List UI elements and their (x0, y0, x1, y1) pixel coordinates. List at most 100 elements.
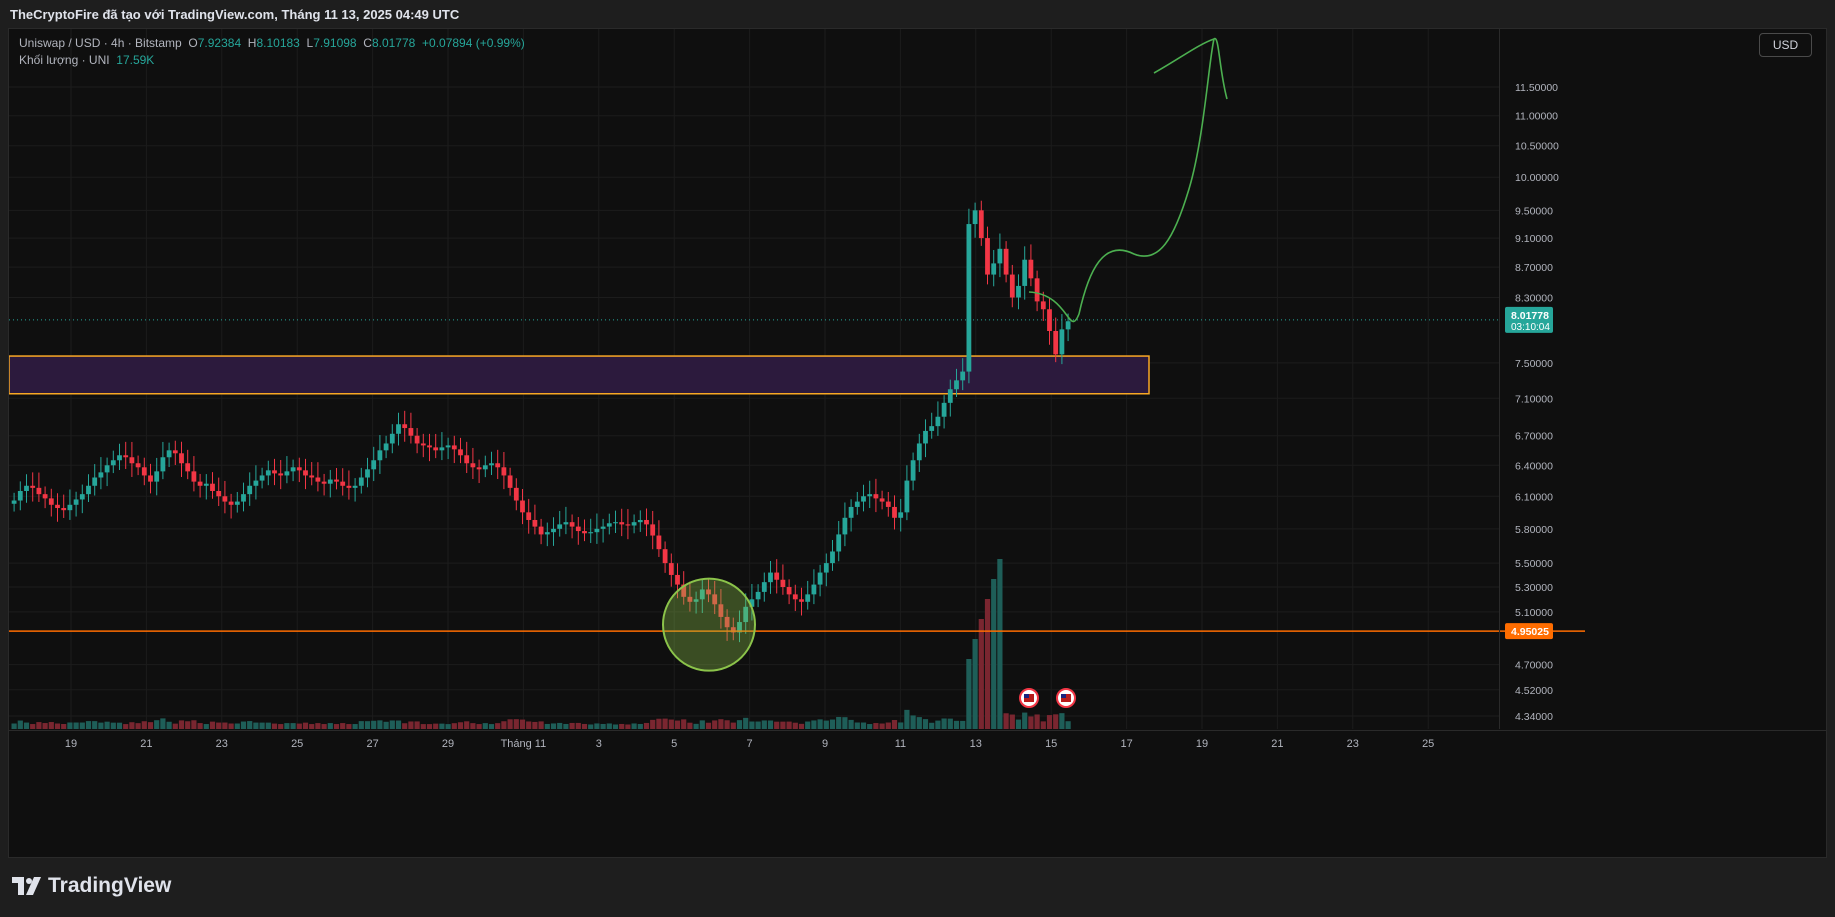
volume-bar (433, 723, 439, 729)
volume-bar (885, 722, 891, 729)
candle-body (997, 248, 1003, 264)
time-tick-label: 23 (1347, 738, 1359, 750)
volume-bar (718, 719, 724, 729)
volume-bar (643, 722, 650, 729)
candle-body (1059, 329, 1065, 355)
candle-body (526, 512, 532, 520)
volume-bar (253, 722, 259, 729)
volume-bar (172, 723, 178, 729)
last-price-label: 8.01778 (1511, 310, 1549, 322)
time-tick-label: 17 (1120, 738, 1132, 750)
volume-bar (228, 723, 234, 729)
candle-body (656, 535, 662, 550)
volume-bar (216, 722, 222, 729)
time-tick-label: 19 (1196, 738, 1208, 750)
volume-row: Khối lượng · UNI 17.59K (19, 52, 525, 69)
volume-bar (123, 724, 129, 729)
high-label: H (247, 36, 257, 50)
volume-bar (544, 723, 550, 729)
volume-bar (247, 721, 253, 729)
volume-bar (780, 721, 786, 729)
candle-body (836, 534, 842, 552)
flag-canton (1024, 694, 1029, 698)
candle-body (1034, 278, 1040, 302)
support-price-tag (1505, 623, 1553, 640)
volume-bar (730, 722, 736, 729)
volume-bar (191, 720, 197, 729)
candle-body (110, 460, 116, 466)
candle-body (954, 380, 959, 390)
volume-bar (879, 723, 885, 729)
candle-body (712, 594, 718, 605)
chart-canvas[interactable]: 11.50000 11.00000 10.50000 10.00000 9.50000 9… (9, 29, 1827, 858)
candle-body (619, 522, 625, 525)
candle-body (309, 475, 315, 478)
candle-body (830, 551, 835, 564)
volume-bar (116, 722, 123, 729)
time-tick-label: Tháng 11 (501, 738, 547, 750)
volume-bar (420, 724, 426, 729)
currency-button[interactable]: USD (1759, 33, 1812, 57)
candle-body (234, 501, 240, 505)
candle-body (662, 549, 668, 564)
high-value: 8.10183 (256, 36, 300, 50)
candle-body (55, 504, 60, 509)
volume-bar (110, 722, 116, 729)
volume-bar (203, 724, 209, 729)
candle-body (755, 591, 761, 600)
volume-bar (811, 720, 817, 729)
tradingview-brand[interactable]: TradingView (12, 874, 171, 898)
volume-bar (625, 724, 631, 729)
volume-bar (234, 723, 240, 729)
volume-bar (1065, 721, 1071, 729)
symbol-title[interactable]: Uniswap / USD · 4h · Bitstamp (19, 36, 182, 50)
volume-bar (581, 723, 588, 729)
volume-bar (23, 722, 30, 729)
candle-body (197, 481, 203, 486)
volume-bar (674, 720, 681, 729)
volume-bar (154, 720, 160, 729)
candle-body (563, 522, 569, 525)
highlight-circle (662, 577, 756, 672)
volume-bar (160, 718, 166, 729)
candle-body (1047, 309, 1052, 332)
candle-body (947, 389, 953, 403)
volume-bar (61, 723, 67, 729)
low-value: 7.91098 (313, 36, 357, 50)
volume-value: 17.59K (116, 53, 155, 67)
price-tick-label: 8.70000 (1515, 262, 1553, 274)
volume-bar (222, 722, 228, 729)
volume-bar (898, 722, 904, 729)
chart-frame[interactable]: 11.50000 11.00000 10.50000 10.00000 9.50000 9… (8, 28, 1827, 858)
candle-body (730, 627, 736, 633)
volume-bar (395, 720, 402, 729)
candle-body (532, 519, 538, 527)
volume-label[interactable]: Khối lượng · UNI (19, 53, 110, 67)
volume-bar (594, 723, 600, 729)
candle-body (606, 523, 612, 527)
time-tick-label: 13 (970, 738, 982, 750)
candle-body (929, 426, 935, 431)
candle-body (780, 579, 786, 588)
volume-bar (92, 721, 98, 729)
candle-body (916, 443, 922, 461)
volume-bar (73, 722, 79, 729)
volume-bar (681, 719, 687, 729)
open-label: O (188, 36, 198, 50)
volume-bar (439, 723, 445, 729)
price-tick-label: 6.40000 (1515, 460, 1553, 472)
candle-body (582, 531, 587, 534)
price-tick-label: 7.50000 (1515, 358, 1553, 370)
volume-bar (947, 718, 953, 729)
candle-body (241, 494, 246, 502)
price-tick-label: 5.10000 (1515, 607, 1553, 619)
volume-bar (457, 722, 464, 729)
candle-body (24, 485, 29, 492)
volume-bar (278, 724, 284, 729)
volume-bar (389, 720, 395, 729)
volume-bar (1022, 712, 1028, 729)
candle-body (960, 371, 966, 381)
volume-bar (166, 721, 172, 729)
candle-body (290, 467, 296, 472)
price-tick-label: 5.50000 (1515, 558, 1553, 570)
